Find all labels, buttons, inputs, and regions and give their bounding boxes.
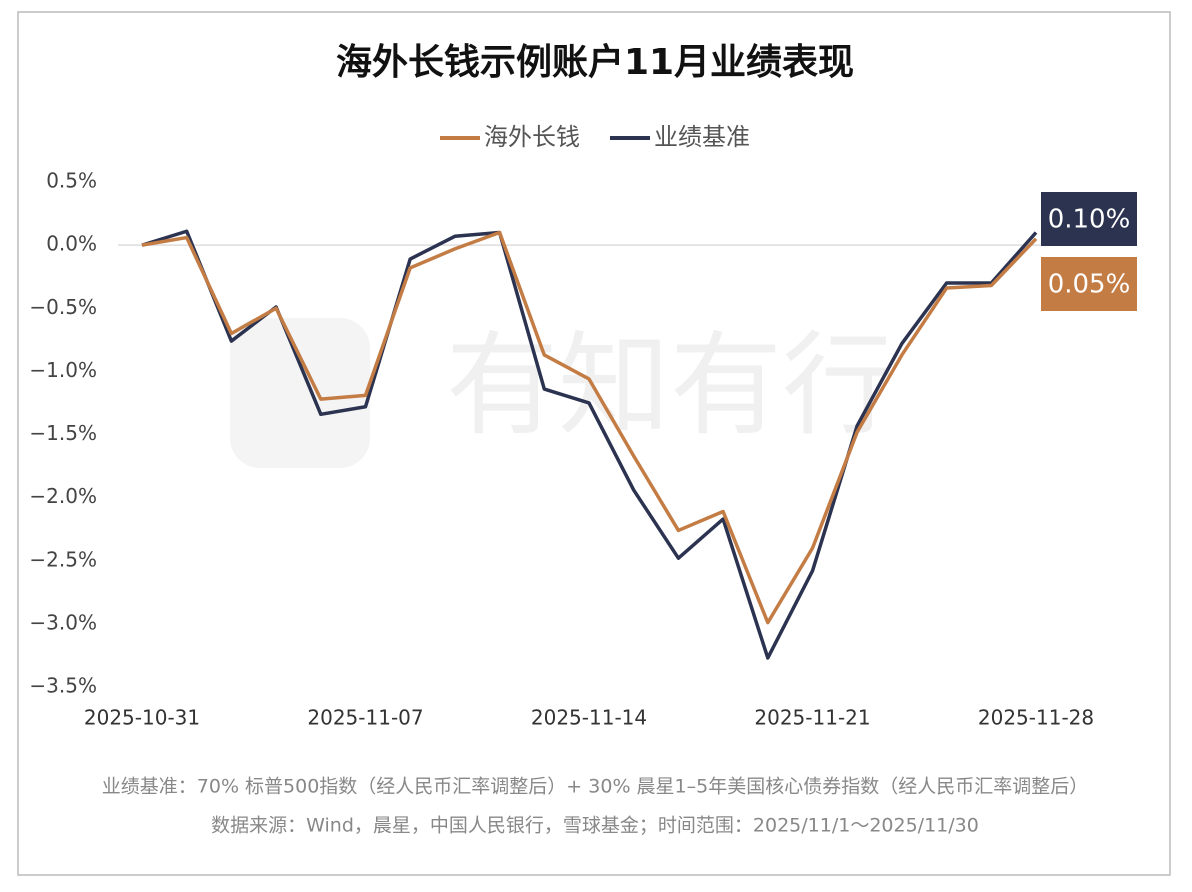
y-tick-label: −2.0% — [29, 484, 97, 508]
frame — [17, 11, 1171, 876]
y-tick-label: 0.5% — [46, 169, 97, 193]
chart-title: 海外长钱示例账户11月业绩表现 — [336, 42, 854, 83]
note: 业绩基准：70% 标普500指数（经人民币汇率调整后）+ 30% 晨星1–5年美… — [102, 776, 1088, 798]
y-tick-label: −3.5% — [29, 674, 97, 698]
x-tick-label: 2025-11-14 — [531, 706, 647, 730]
x-tick-label: 2025-10-31 — [84, 706, 200, 730]
watermark: 有知有行 — [446, 321, 894, 451]
value-label-box — [1041, 192, 1137, 246]
y-tick-label: −1.0% — [29, 358, 97, 382]
y-tick-label: −2.5% — [29, 547, 97, 571]
legend-label: 海外长钱 — [484, 123, 580, 151]
value-label-box — [1041, 257, 1137, 311]
legend-label: 业绩基准 — [654, 123, 750, 151]
note: 数据来源：Wind，晨星，中国人民银行，雪球基金；时间范围：2025/11/1～… — [211, 815, 979, 837]
x-tick-label: 2025-11-07 — [307, 706, 423, 730]
y-tick-label: 0.0% — [46, 232, 97, 256]
y-tick-label: −0.5% — [29, 295, 97, 319]
value-label: 0.10% — [1048, 205, 1131, 235]
y-tick-label: −1.5% — [29, 421, 97, 445]
value-label: 0.05% — [1048, 270, 1131, 300]
x-tick-label: 2025-11-21 — [754, 706, 870, 730]
series-line — [141, 229, 1038, 660]
y-tick-label: −3.0% — [29, 610, 97, 634]
series-line — [141, 230, 1038, 625]
x-tick-label: 2025-11-28 — [978, 706, 1094, 730]
watermark-logo — [230, 318, 370, 468]
